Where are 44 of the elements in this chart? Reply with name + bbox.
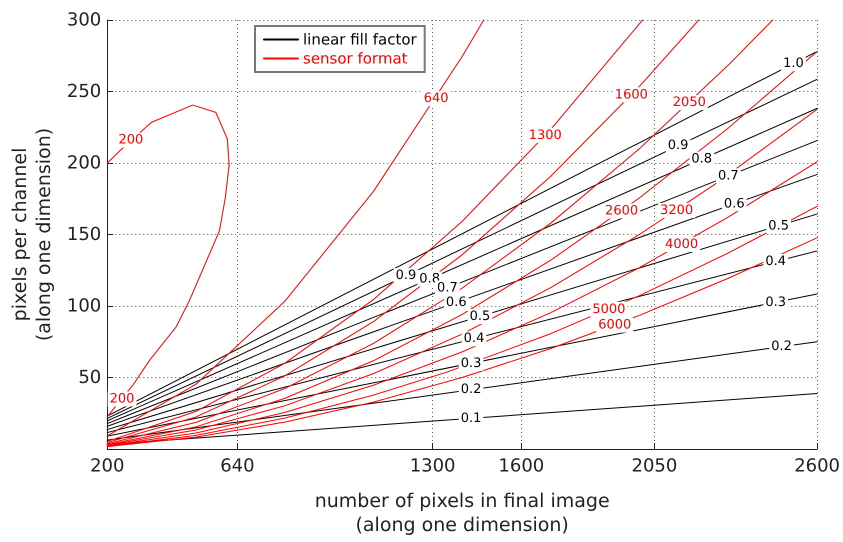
annotation: 0.9 bbox=[668, 138, 688, 154]
y-tick-label: 250 bbox=[66, 81, 102, 102]
annotation: 2050 bbox=[672, 95, 706, 110]
x-tick-label: 2050 bbox=[632, 456, 678, 476]
x-tick-label: 200 bbox=[90, 456, 124, 476]
x-tick-label: 1600 bbox=[498, 456, 544, 476]
x-tick-label: 640 bbox=[220, 456, 255, 476]
annotation: 0.6 bbox=[724, 196, 745, 212]
annotation: 0.2 bbox=[460, 382, 482, 398]
x-axis-title: number of pixels in final image (along one dimension) bbox=[314, 490, 610, 536]
annotation: 0.4 bbox=[765, 254, 786, 270]
annotation: 0.5 bbox=[470, 308, 490, 324]
annotation: 1.0 bbox=[783, 56, 804, 72]
annotation: 1300 bbox=[528, 128, 562, 143]
annotation: 4000 bbox=[665, 237, 698, 252]
annotation: 0.5 bbox=[768, 218, 789, 234]
annotation: 0.4 bbox=[464, 331, 484, 346]
annotation: 0.9 bbox=[396, 268, 416, 284]
legend-label: sensor format bbox=[303, 50, 408, 68]
annotation: 0.2 bbox=[771, 339, 792, 354]
annotation: 3200 bbox=[660, 202, 694, 218]
y-tick-label: 100 bbox=[66, 296, 102, 316]
y-tick-label: 300 bbox=[66, 10, 102, 30]
y-tick-label: 150 bbox=[66, 224, 102, 245]
annotation: 0.6 bbox=[446, 294, 467, 310]
annotation: 0.7 bbox=[718, 168, 739, 184]
annotation: 0.1 bbox=[460, 410, 482, 426]
annotation: 0.8 bbox=[691, 152, 712, 167]
legend-label: linear fill factor bbox=[303, 30, 418, 48]
y-tick-label: 200 bbox=[66, 152, 102, 174]
annotation: 0.7 bbox=[437, 280, 458, 296]
x-tick-label: 2600 bbox=[794, 456, 840, 476]
x-tick-label: 1300 bbox=[410, 456, 456, 476]
y-tick-label: 50 bbox=[78, 367, 102, 388]
annotation: 2600 bbox=[605, 204, 638, 219]
annotation: 640 bbox=[424, 91, 449, 106]
annotation: 0.3 bbox=[460, 356, 482, 371]
annotation: 6000 bbox=[598, 318, 632, 333]
annotation: 200 bbox=[118, 132, 144, 148]
annotation: 200 bbox=[110, 391, 134, 406]
annotation: 1600 bbox=[614, 87, 648, 102]
annotation: 5000 bbox=[592, 302, 626, 317]
annotation: 0.3 bbox=[765, 294, 786, 310]
y-axis-title: pixels per channel (along one dimension) bbox=[9, 128, 55, 342]
